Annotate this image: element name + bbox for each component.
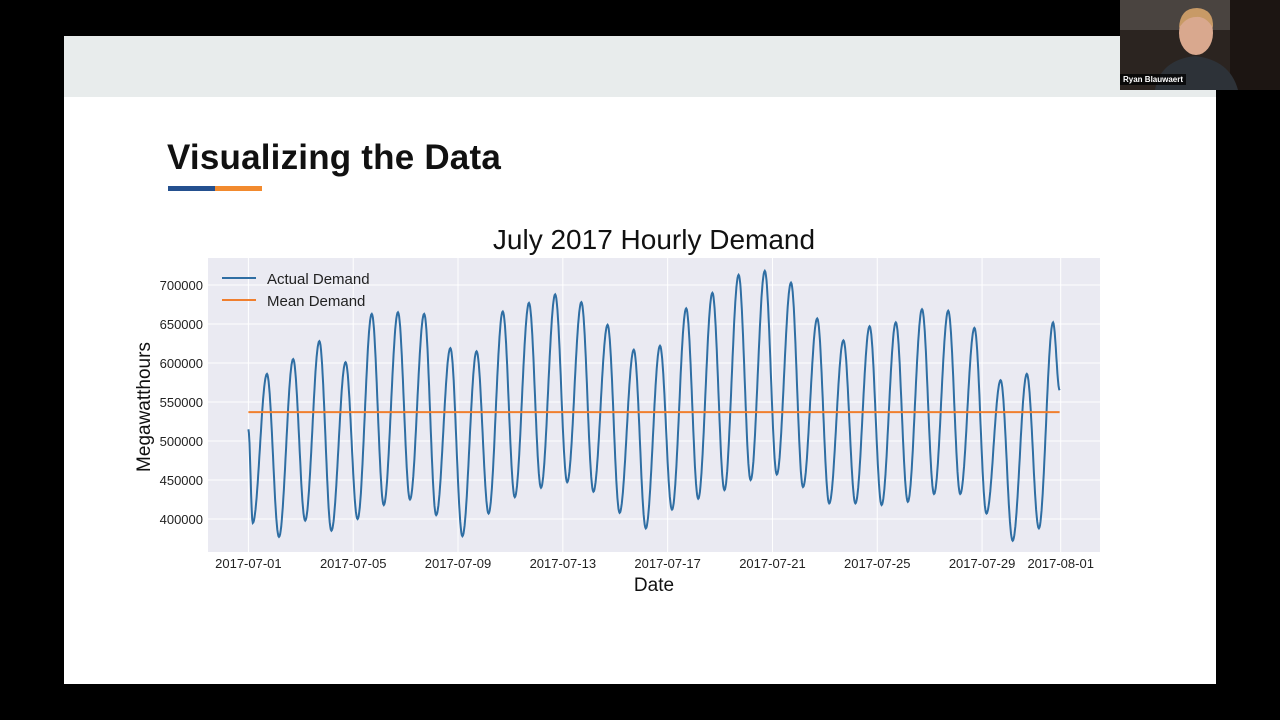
chart-title: July 2017 Hourly Demand [493, 224, 815, 255]
y-tick-label: 550000 [160, 395, 203, 410]
legend-label-mean: Mean Demand [267, 293, 365, 310]
slide-title: Visualizing the Data [167, 138, 501, 177]
y-tick-label: 400000 [160, 512, 203, 527]
x-tick-label: 2017-07-01 [215, 556, 282, 571]
x-axis-label: Date [634, 575, 674, 596]
legend: Actual Demand Mean Demand [222, 271, 370, 310]
title-underline-blue [168, 186, 215, 191]
y-tick-label: 650000 [160, 317, 203, 332]
x-tick-label: 2017-07-17 [634, 556, 701, 571]
x-tick-label: 2017-07-29 [949, 556, 1016, 571]
webcam-tile[interactable]: Ryan Blauwaert [1120, 0, 1280, 90]
x-tick-label: 2017-07-09 [425, 556, 492, 571]
x-tick-label: 2017-07-05 [320, 556, 387, 571]
slide-header-band [64, 36, 1216, 97]
y-tick-label: 700000 [160, 278, 203, 293]
participant-video [1120, 0, 1280, 90]
y-tick-label: 600000 [160, 356, 203, 371]
y-tick-label: 450000 [160, 473, 203, 488]
actual-demand-line [247, 268, 1061, 543]
x-tick-label: 2017-07-25 [844, 556, 911, 571]
participant-name: Ryan Blauwaert [1120, 74, 1187, 85]
x-tick-label: 2017-07-21 [739, 556, 806, 571]
x-tick-label: 2017-07-13 [530, 556, 597, 571]
y-axis-label: Megawatthours [134, 342, 155, 472]
title-underline-orange [215, 186, 262, 191]
x-tick-label: 2017-08-01 [1027, 556, 1094, 571]
legend-label-actual: Actual Demand [267, 271, 370, 288]
y-tick-label: 500000 [160, 434, 203, 449]
